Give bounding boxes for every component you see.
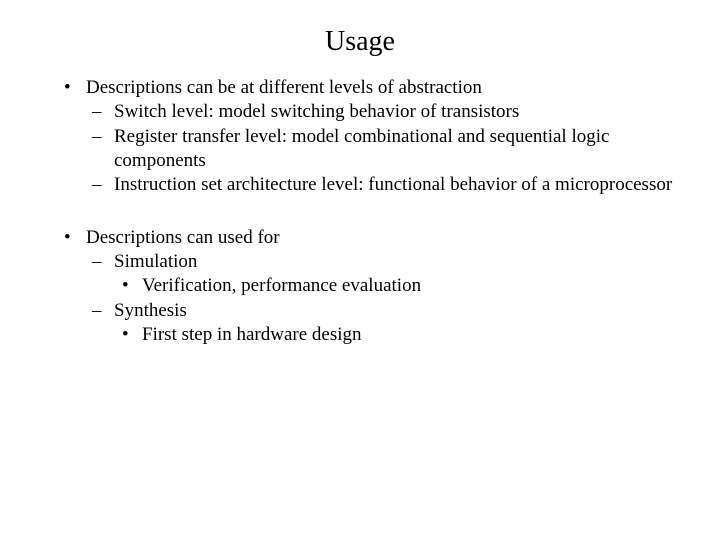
subsub-text: First step in hardware design <box>142 324 362 345</box>
subsub-list: Verification, performance evaluation <box>114 274 680 298</box>
subsub-item: First step in hardware design <box>114 323 680 347</box>
sub-item: Switch level: model switching behavior o… <box>86 100 680 124</box>
sub-text: Register transfer level: model combinati… <box>114 126 609 171</box>
slide-title: Usage <box>0 0 720 76</box>
subsub-list: First step in hardware design <box>114 323 680 347</box>
bullet-text: Descriptions can be at different levels … <box>86 77 482 98</box>
sub-item: Register transfer level: model combinati… <box>86 125 680 174</box>
slide-body: Descriptions can be at different levels … <box>0 76 720 347</box>
sub-item: Simulation Verification, performance eva… <box>86 250 680 299</box>
slide: Usage Descriptions can be at different l… <box>0 0 720 540</box>
bullet-list: Descriptions can be at different levels … <box>58 76 680 347</box>
sub-list: Simulation Verification, performance eva… <box>86 250 680 347</box>
subsub-item: Verification, performance evaluation <box>114 274 680 298</box>
bullet-text: Descriptions can used for <box>86 227 280 248</box>
sub-text: Instruction set architecture level: func… <box>114 174 672 195</box>
sub-text: Synthesis <box>114 300 187 321</box>
sub-text: Simulation <box>114 251 197 272</box>
sub-text: Switch level: model switching behavior o… <box>114 101 519 122</box>
bullet-item: Descriptions can used for Simulation Ver… <box>58 226 680 348</box>
sub-item: Instruction set architecture level: func… <box>86 173 680 197</box>
sub-list: Switch level: model switching behavior o… <box>86 100 680 197</box>
sub-item: Synthesis First step in hardware design <box>86 299 680 348</box>
subsub-text: Verification, performance evaluation <box>142 275 421 296</box>
bullet-item: Descriptions can be at different levels … <box>58 76 680 198</box>
